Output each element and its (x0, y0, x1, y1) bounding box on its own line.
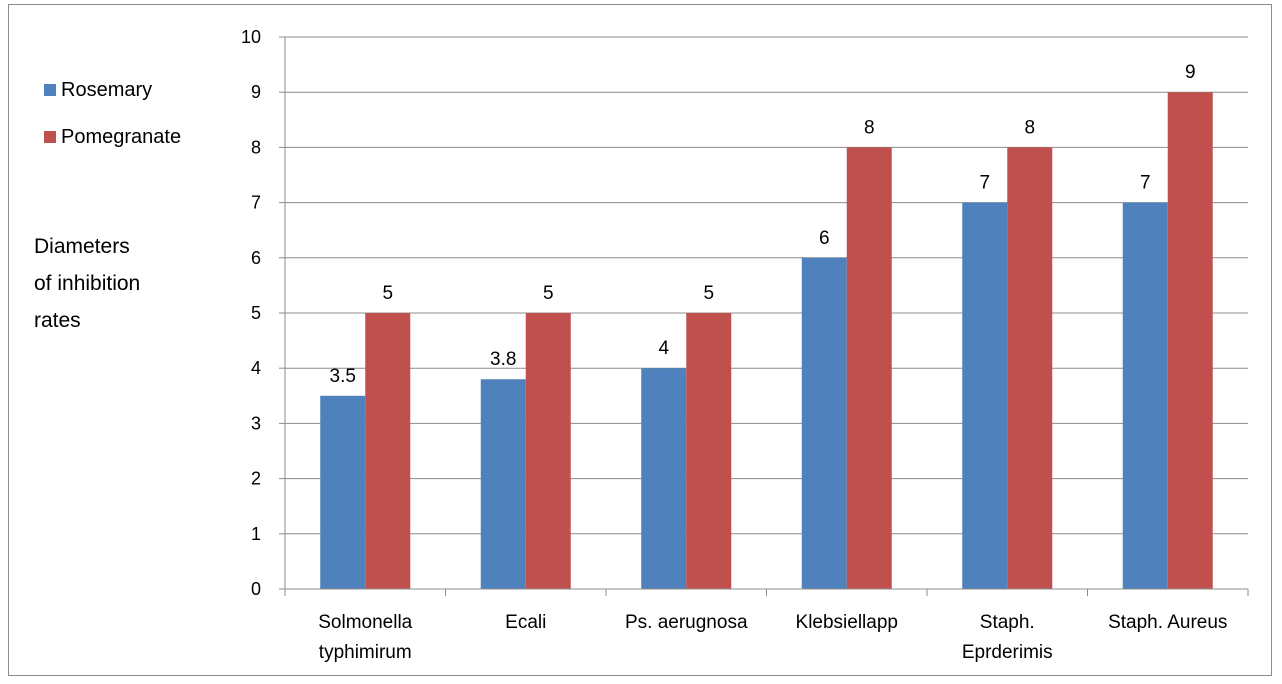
data-labels: 3.5 5 3.8 5 4 5 6 8 7 8 7 9 (330, 62, 1196, 387)
bar-rosemary (1122, 202, 1168, 589)
data-label: 7 (979, 173, 990, 194)
data-label: 4 (658, 338, 669, 359)
y-axis-title-line: Diameters (34, 235, 130, 258)
data-label: 7 (1140, 173, 1151, 194)
bar-rosemary (320, 395, 366, 589)
bar-pomegranate (525, 313, 571, 589)
legend-label: Pomegranate (61, 126, 181, 148)
x-category-label: Staph. Aureus (1108, 612, 1227, 633)
y-tick-label: 6 (251, 248, 261, 268)
y-tick-label: 9 (251, 82, 261, 102)
data-label: 9 (1185, 62, 1196, 83)
x-category-label: typhimirum (319, 642, 412, 663)
legend-swatch-pomegranate (44, 131, 56, 143)
x-category-label: Eprderimis (962, 642, 1053, 663)
y-axis-title-line: rates (34, 309, 81, 332)
y-tick-label: 2 (251, 469, 261, 489)
data-label: 5 (382, 283, 393, 304)
data-label: 8 (864, 117, 875, 138)
data-label: 6 (819, 228, 830, 249)
bar-pomegranate (365, 313, 411, 589)
legend: Rosemary Pomegranate (44, 79, 181, 148)
y-tick-label: 5 (251, 303, 261, 323)
x-category-labels: Solmonella typhimirum Ecali Ps. aerugnosa Kl… (318, 612, 1227, 663)
x-category-label: Klebsiellapp (796, 612, 898, 633)
data-label: 8 (1024, 117, 1035, 138)
bar-pomegranate (686, 313, 732, 589)
y-tick-label: 4 (251, 358, 261, 378)
data-label: 3.5 (330, 366, 356, 387)
chart-frame (8, 4, 1272, 676)
bar-rosemary (641, 368, 687, 589)
y-axis-title-line: of inhibition (34, 272, 140, 295)
y-axis-title: Diameters of inhibition rates (34, 235, 140, 332)
y-tick-label: 8 (251, 137, 261, 157)
x-category-label: Staph. (980, 612, 1035, 633)
x-category-label: Ecali (505, 612, 546, 633)
x-category-label: Solmonella (318, 612, 412, 633)
legend-swatch-rosemary (44, 84, 56, 96)
x-category-label: Ps. aerugnosa (625, 612, 748, 633)
legend-label: Rosemary (61, 79, 152, 101)
bar-pomegranate (846, 147, 892, 589)
gridlines (285, 36, 1248, 535)
data-label: 3.8 (490, 349, 516, 370)
bar-pomegranate (1167, 92, 1213, 589)
bars (320, 92, 1213, 589)
y-tick-label: 7 (251, 193, 261, 213)
bar-pomegranate (1007, 147, 1053, 589)
axes (279, 36, 1249, 596)
y-tick-label: 0 (251, 579, 261, 599)
bar-rosemary (962, 202, 1008, 589)
y-tick-label: 3 (251, 413, 261, 433)
data-label: 5 (703, 283, 714, 304)
bar-rosemary (480, 379, 526, 589)
y-tick-labels: 0 1 2 3 4 5 6 7 8 9 10 (241, 27, 261, 599)
bar-rosemary (801, 257, 847, 589)
y-tick-label: 1 (251, 524, 261, 544)
data-label: 5 (543, 283, 554, 304)
y-tick-label: 10 (241, 27, 261, 47)
